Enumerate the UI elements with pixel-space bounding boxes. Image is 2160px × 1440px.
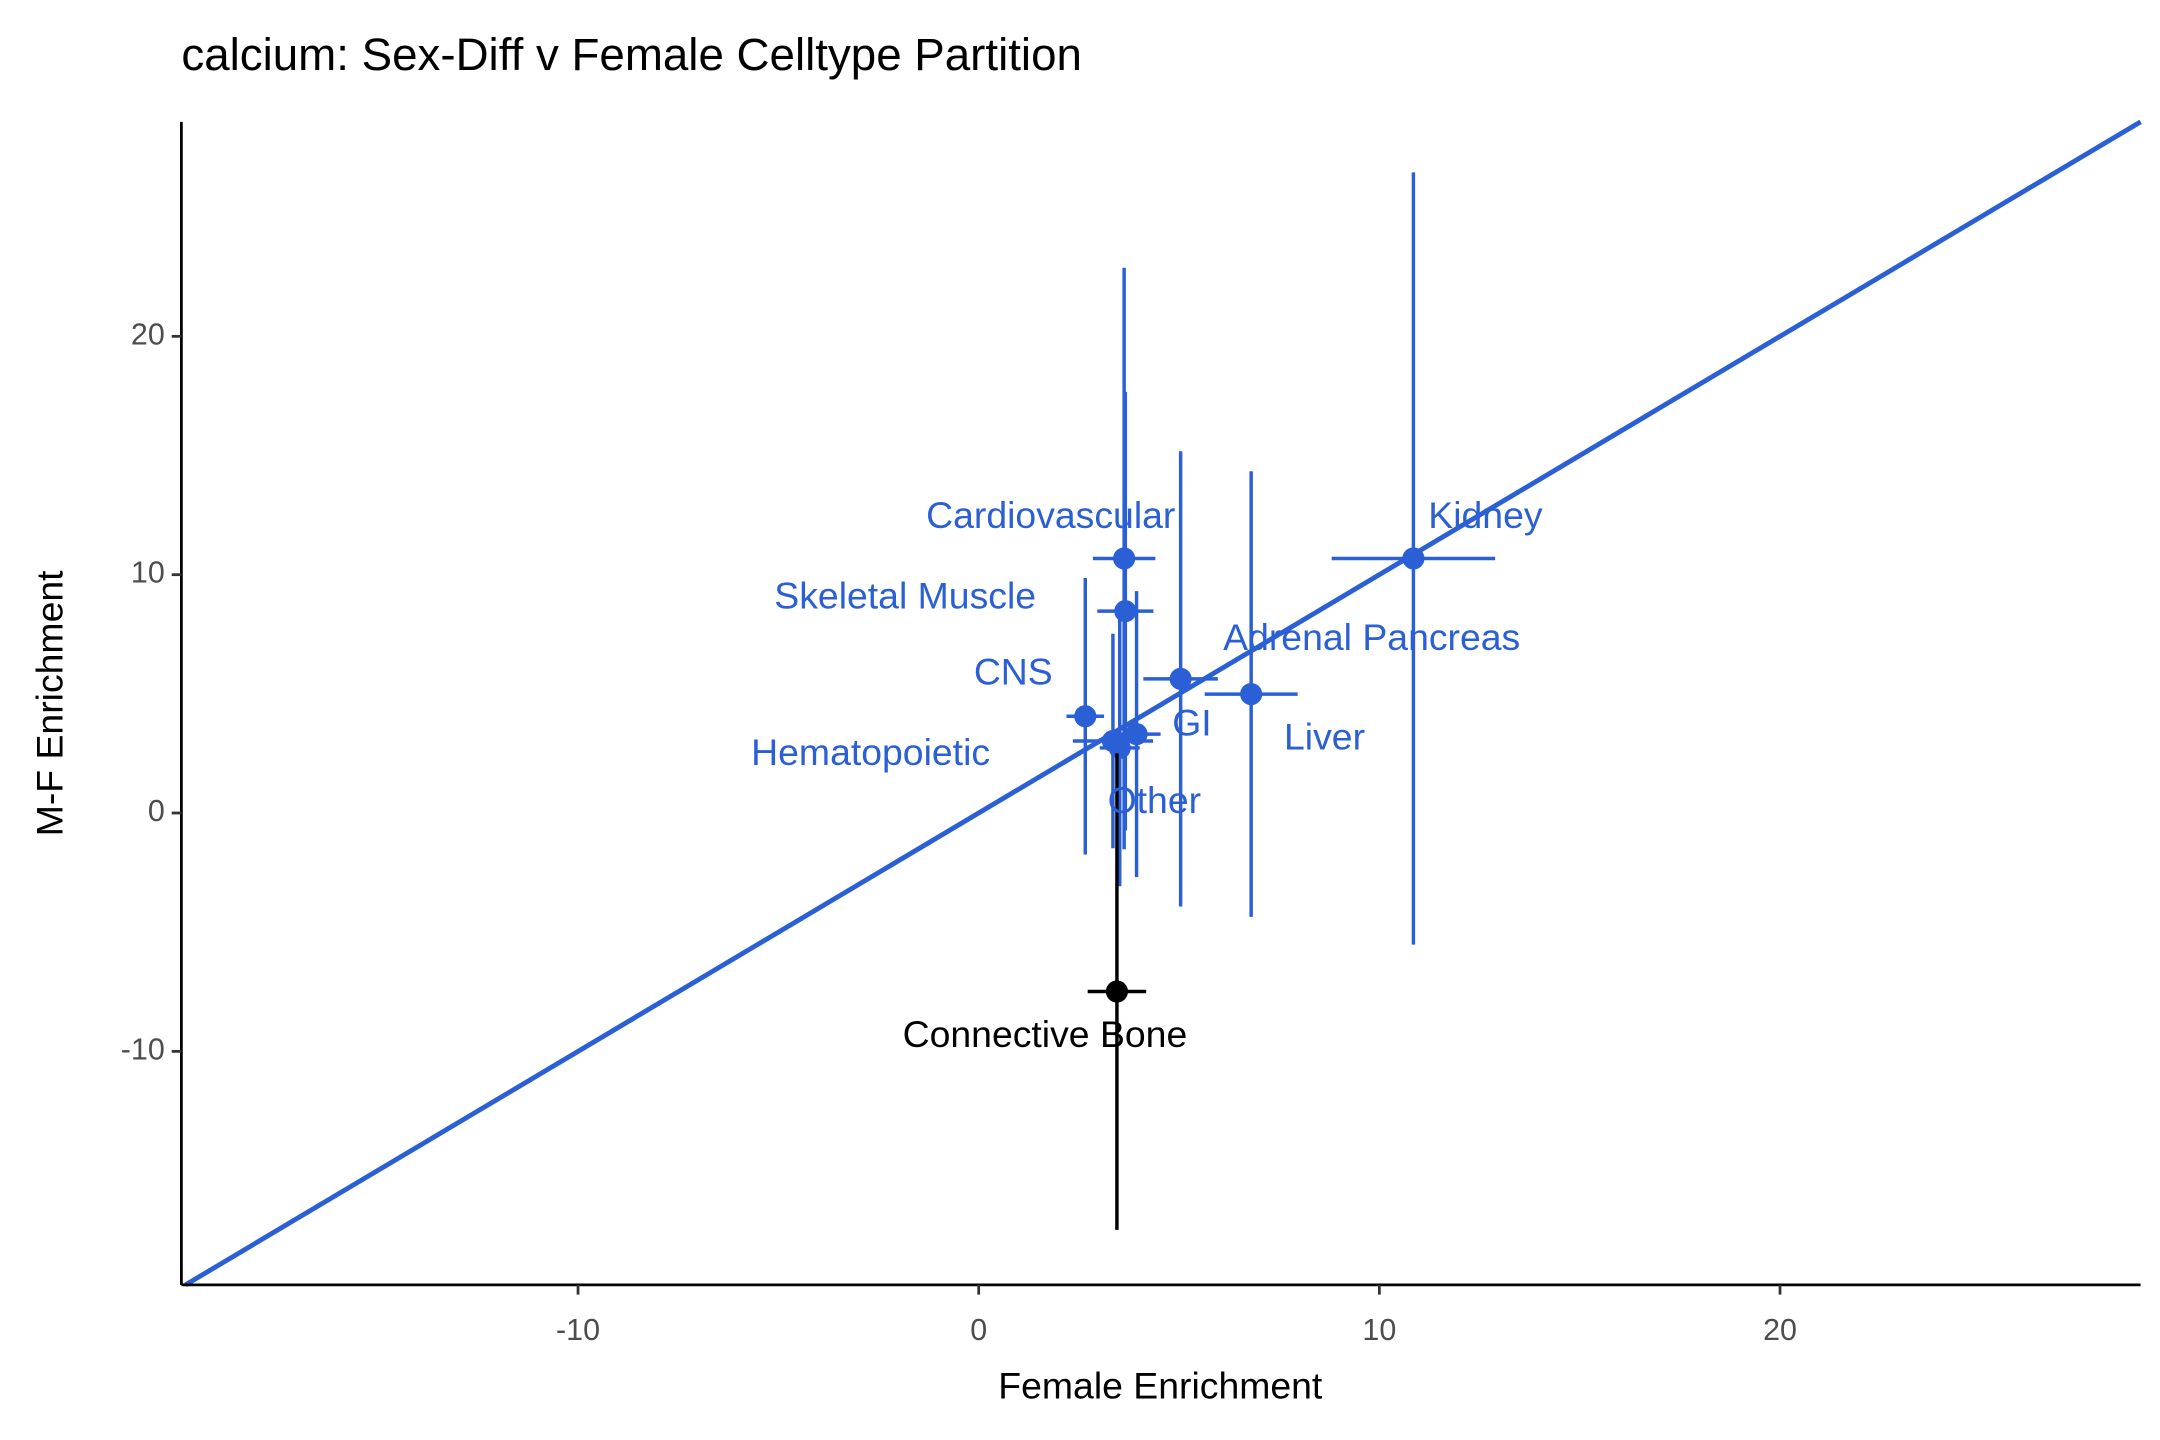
point-label: GI xyxy=(1172,702,1211,744)
y-tick-label: 10 xyxy=(131,556,165,590)
point-label: Connective Bone xyxy=(903,1013,1188,1055)
x-axis-title: Female Enrichment xyxy=(998,1365,1323,1407)
y-tick-label: 0 xyxy=(148,794,165,828)
y-tick-label: -10 xyxy=(121,1032,165,1066)
x-tick-label: 20 xyxy=(1763,1313,1797,1347)
point xyxy=(1074,705,1097,728)
identity-line xyxy=(184,119,2142,1288)
point-label: Cardiovascular xyxy=(926,494,1175,536)
x-tick-label: -10 xyxy=(556,1313,600,1347)
point-label: Skeletal Muscle xyxy=(774,575,1036,617)
point xyxy=(1105,980,1129,1003)
point-label: Adrenal Pancreas xyxy=(1223,616,1520,658)
point xyxy=(1114,600,1137,623)
point xyxy=(1108,736,1131,760)
point xyxy=(1240,683,1263,706)
point xyxy=(1402,547,1425,570)
x-tick-label: 10 xyxy=(1362,1313,1396,1347)
y-tick-label: 20 xyxy=(131,317,165,351)
point-label: Other xyxy=(1108,779,1201,821)
point-label: CNS xyxy=(974,651,1053,693)
x-tick-label: 0 xyxy=(970,1313,987,1347)
y-axis-title: M-F Enrichment xyxy=(28,570,70,836)
point xyxy=(1169,667,1192,690)
chart-title: calcium: Sex-Diff v Female Celltype Part… xyxy=(181,29,1082,80)
point-label: Kidney xyxy=(1428,494,1543,536)
point-label: Hematopoietic xyxy=(751,731,990,773)
point-label: Liver xyxy=(1284,716,1365,758)
